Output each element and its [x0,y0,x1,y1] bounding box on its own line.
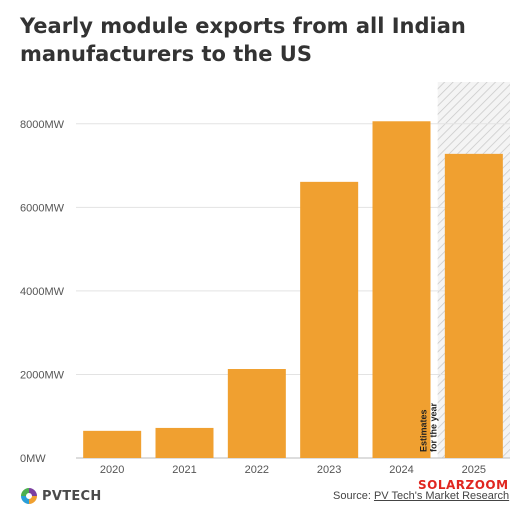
chart-title: Yearly module exports from all Indian ma… [20,14,466,66]
pvtech-logo-icon [21,488,37,504]
bar-2024[interactable] [372,121,431,458]
y-tick-label: 4000MW [20,286,65,298]
bar-2022[interactable] [227,369,286,458]
x-tick-label: 2023 [317,464,341,476]
y-tick-label: 2000MW [20,369,65,381]
y-tick-label: 6000MW [20,202,65,214]
x-tick-label: 2025 [462,464,486,476]
y-tick-label: 0MW [20,453,46,465]
bar-2021[interactable] [155,427,214,458]
estimate-note-line: Estimates [419,409,429,452]
watermark: SOLARZOOM [418,478,509,492]
bar-2023[interactable] [300,181,359,459]
source-link[interactable]: PV Tech's Market Research [373,490,510,502]
estimate-note: Estimates for the year [419,402,439,452]
pvtech-logo: PVTECH [20,487,102,505]
estimate-note-line: for the year [429,402,439,452]
x-tick-label: 2020 [100,464,124,476]
y-tick-label: 8000MW [20,119,65,131]
x-tick-label: 2021 [172,464,196,476]
x-tick-label: 2024 [389,464,413,476]
bar-2020[interactable] [83,430,142,458]
source-prefix: Source: [333,490,374,502]
source-note: Source: PV Tech's Market Research [333,490,509,502]
x-tick-label: 2022 [245,464,269,476]
bar-2025[interactable] [444,153,503,458]
pvtech-logo-text: PVTECH [42,488,102,504]
